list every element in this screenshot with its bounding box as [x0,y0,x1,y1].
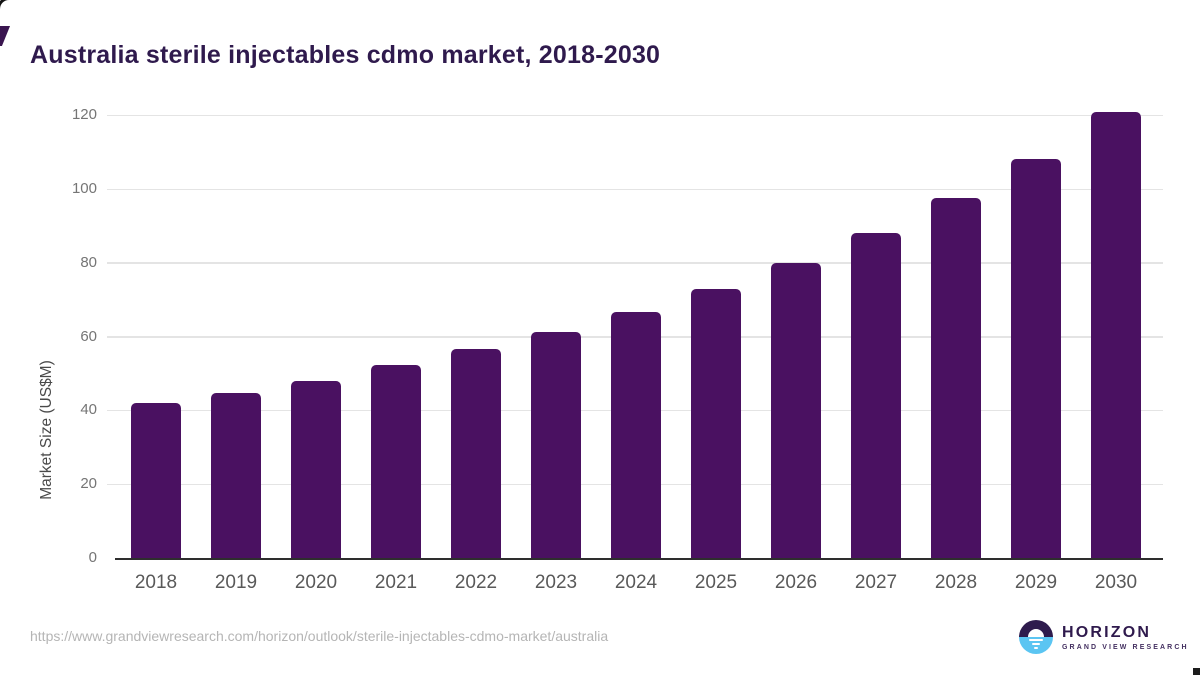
decorative-slash-fragment [0,26,11,46]
y-tick-label-40: 40 [80,401,97,419]
gridline-80 [107,262,1163,264]
x-tick-label-2030: 2030 [1094,572,1138,593]
source-url: https://www.grandviewresearch.com/horizo… [30,628,609,644]
x-tick-label-2018: 2018 [134,572,178,593]
bar-2021[interactable] [371,365,421,558]
bar-2020[interactable] [291,380,341,558]
bar-2018[interactable] [131,403,181,558]
bar-2028[interactable] [931,197,981,558]
logo-subtitle: GRAND VIEW RESEARCH [1062,643,1189,651]
gridline-120 [107,114,1163,117]
logo-name: HORIZON [1062,623,1152,641]
y-tick-label-120: 120 [71,106,97,124]
bar-2026[interactable] [771,262,821,558]
bar-2030[interactable] [1091,112,1141,558]
x-tick-label-2019: 2019 [214,572,258,593]
x-tick-label-2028: 2028 [934,572,978,593]
bar-2022[interactable] [451,349,501,558]
x-tick-label-2024: 2024 [614,572,658,593]
x-axis-line [115,558,1163,560]
bar-2029[interactable] [1011,159,1061,558]
x-tick-label-2027: 2027 [854,572,898,593]
chart-title: Australia sterile injectables cdmo marke… [30,40,661,69]
bar-2024[interactable] [611,311,661,558]
x-tick-label-2021: 2021 [374,572,418,593]
gridline-100 [107,188,1163,190]
bar-2023[interactable] [531,331,581,558]
bar-chart-plot-area: Market Size (US$M) 0 20 40 60 80 100 120 2018 2… [38,92,1163,593]
y-tick-label-100: 100 [71,180,97,197]
x-tick-label-2020: 2020 [294,572,338,593]
y-tick-label-60: 60 [80,327,97,345]
y-tick-label-20: 20 [80,475,97,493]
x-tick-label-2026: 2026 [774,572,818,593]
x-tick-label-2022: 2022 [454,572,498,593]
bar-2025[interactable] [691,288,741,558]
horizon-logo: HORIZON GRAND VIEW RESEARCH [1019,620,1189,654]
card-corner-fragment-topleft [0,0,15,15]
y-tick-label-80: 80 [80,253,97,271]
bar-2019[interactable] [211,393,261,558]
card-corner-fragment-bottomright [1193,668,1200,675]
x-tick-label-2029: 2029 [1014,572,1058,593]
y-tick-label-0: 0 [88,549,97,566]
x-tick-label-2023: 2023 [534,572,578,593]
x-tick-label-2025: 2025 [694,572,738,593]
bar-2027[interactable] [851,233,901,558]
horizon-sun-icon [1019,620,1053,654]
y-axis-title: Market Size (US$M) [38,360,55,500]
